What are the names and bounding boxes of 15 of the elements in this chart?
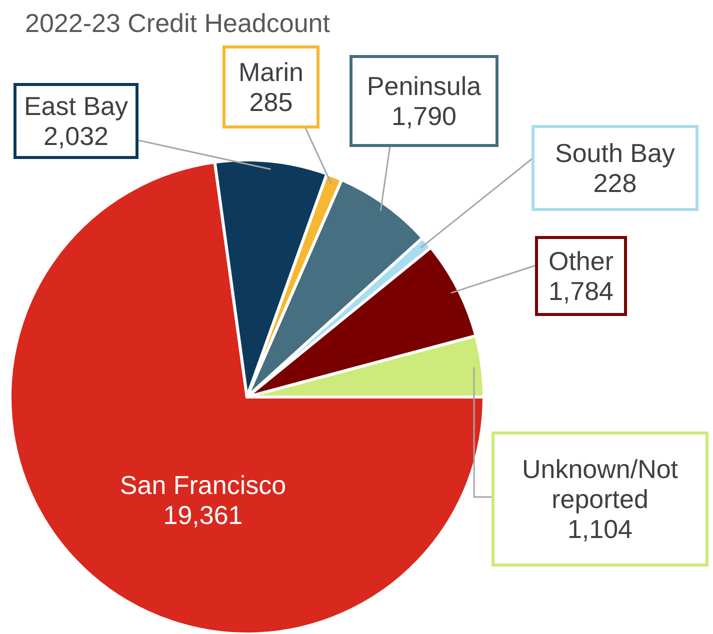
data-label: 1,104 <box>567 514 633 544</box>
slice-label: Peninsula <box>366 71 482 102</box>
data-label: 228 <box>593 168 637 198</box>
slice-label: Marin <box>238 57 304 88</box>
data-label: 19,361 <box>163 500 243 530</box>
slice-label: Unknown/Not reported <box>522 454 679 514</box>
slice-label: East Bay <box>24 91 128 122</box>
data-label: 1,790 <box>391 101 457 132</box>
data-label: 285 <box>249 87 293 118</box>
data-label: 1,784 <box>548 276 614 306</box>
slice-label: Other <box>548 246 614 276</box>
slice-label: San Francisco <box>120 470 286 500</box>
data-label: 2,032 <box>43 121 109 152</box>
chart-title: 2022-23 Credit Headcount <box>25 8 331 38</box>
slice-label: South Bay <box>555 138 675 168</box>
